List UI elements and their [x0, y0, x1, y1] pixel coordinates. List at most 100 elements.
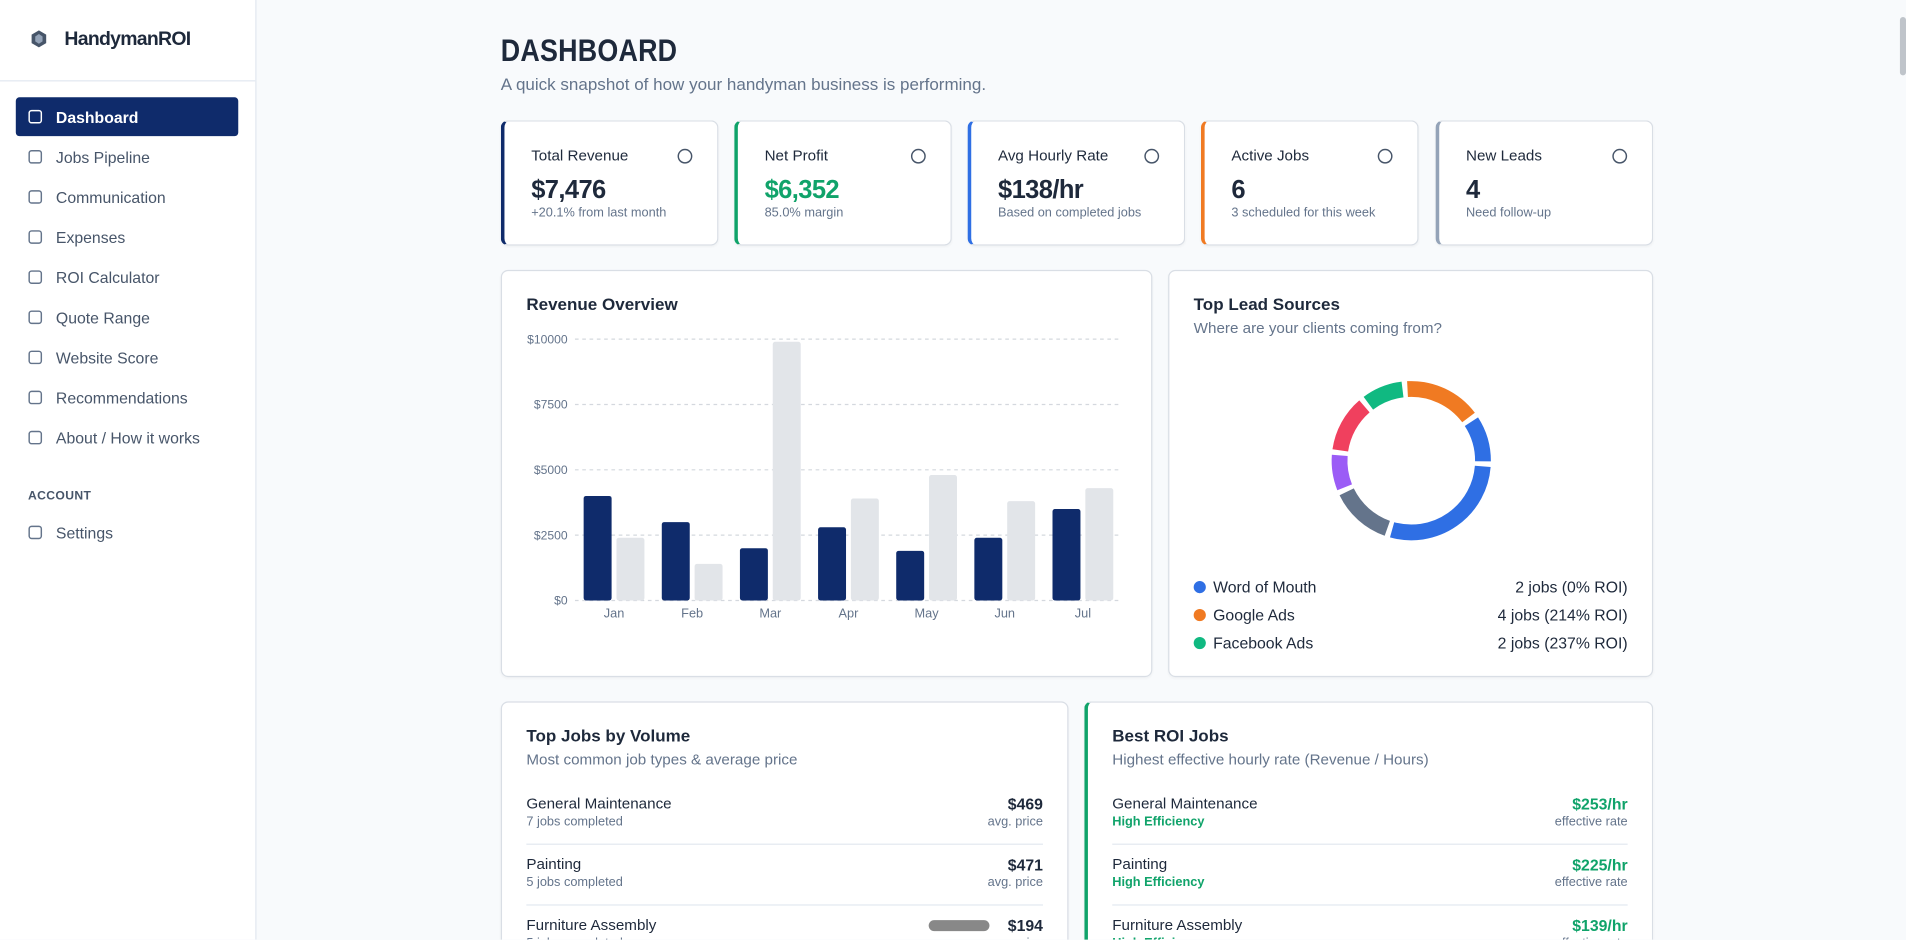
nav-item[interactable]: Settings	[16, 513, 238, 552]
nav-item[interactable]: Communication	[16, 177, 238, 216]
stat-icon	[677, 148, 693, 164]
stat-sub: Need follow-up	[1465, 205, 1552, 221]
donut-segment	[1363, 381, 1404, 410]
legend-value: 2 jobs (0% ROI)	[1515, 580, 1627, 597]
x-tick-label: May	[915, 606, 940, 621]
x-tick-label: Feb	[681, 606, 703, 621]
x-tick-label: Apr	[839, 606, 860, 621]
row-sub: High Efficiency	[1112, 875, 1205, 890]
x-tick-label: Jul	[1075, 606, 1091, 621]
icon-shape	[28, 525, 43, 540]
stat-label: Active Jobs	[1231, 147, 1310, 165]
nav-icon	[28, 430, 43, 445]
icon-shape	[28, 150, 43, 164]
row-value: $469	[1007, 794, 1043, 814]
stat-card: Net Profit $6,352 85.0% margin	[734, 120, 952, 246]
divider	[0, 80, 256, 82]
section-heading: ACCOUNT	[27, 489, 92, 504]
stat-label: Net Profit	[764, 147, 828, 165]
nav-icon	[28, 525, 43, 540]
nav-icon	[28, 310, 43, 325]
top-jobs-card: Top Jobs by Volume Most common job types…	[500, 701, 1069, 940]
stat-icon	[1377, 148, 1393, 164]
row-name: Painting	[1112, 855, 1168, 873]
page-title: DASHBOARD	[500, 31, 678, 69]
stat-value: $138/hr	[997, 176, 1084, 205]
stat-sub: +20.1% from last month	[531, 205, 667, 221]
icon-shape	[28, 109, 43, 124]
stat-label: Avg Hourly Rate	[997, 147, 1109, 165]
scrollbar-thumb	[1899, 17, 1906, 76]
nav-item[interactable]: ROI Calculator	[16, 258, 238, 297]
icon-shape	[28, 230, 43, 244]
nav-icon	[28, 230, 43, 244]
lead-card: Top Lead Sources Where are your clients …	[1168, 269, 1654, 678]
y-tick-label: $2500	[534, 528, 568, 542]
donut-segment	[1464, 417, 1491, 462]
nav-item[interactable]: About / How it works	[16, 418, 238, 457]
y-tick-label: $7500	[534, 398, 568, 412]
nav-item[interactable]: Website Score	[16, 338, 238, 377]
stat-value: $7,476	[531, 176, 606, 205]
stat-value: 6	[1231, 176, 1245, 205]
nav-icon	[28, 190, 43, 204]
icon-shape	[1377, 148, 1393, 164]
icon-shape	[28, 350, 43, 365]
page-subtitle: A quick snapshot of how your handyman bu…	[500, 74, 987, 94]
legend-value: 2 jobs (237% ROI)	[1498, 636, 1628, 653]
nav-item[interactable]: Quote Range	[16, 298, 238, 337]
revenue-card: Revenue Overview $0 $2500 $5000 $7500 $10000…	[500, 269, 1153, 678]
row-unit: effective rate	[1554, 875, 1628, 890]
bar	[1052, 509, 1081, 601]
list-row: General Maintenance High Efficiency $253/h…	[1112, 795, 1628, 845]
row-sub: 7 jobs completed	[526, 814, 623, 830]
bar	[772, 341, 801, 601]
x-tick-label: Jun	[994, 606, 1015, 621]
stat-sub: 85.0% margin	[764, 205, 844, 221]
stat-icon	[910, 148, 926, 164]
donut-segment	[1407, 381, 1475, 423]
card-subtitle: Most common job types & average price	[526, 751, 798, 769]
icon-shape	[28, 390, 43, 405]
nav-item[interactable]: Dashboard	[15, 97, 239, 137]
best-roi-card: Best ROI Jobs Highest effective hourly r…	[1084, 701, 1654, 940]
x-tick-label: Jan	[604, 606, 625, 621]
icon-shape	[28, 310, 43, 325]
stat-sub: 3 scheduled for this week	[1231, 205, 1376, 221]
nav-item[interactable]: Expenses	[16, 218, 238, 257]
row-unit: effective rate	[1554, 814, 1628, 830]
nav-icon	[28, 350, 43, 365]
nav-icon	[28, 150, 43, 164]
bar	[739, 548, 768, 601]
stat-label: Total Revenue	[531, 147, 629, 165]
list-row: Painting High Efficiency $225/hr effective …	[1112, 855, 1628, 906]
row-sub: 5 jobs completed	[526, 936, 623, 940]
icon-shape	[28, 270, 43, 284]
icon-shape	[1612, 148, 1628, 164]
bar	[929, 475, 957, 601]
legend-name: Facebook Ads	[1213, 636, 1313, 653]
bar	[694, 563, 723, 601]
bar	[818, 527, 847, 601]
nav-item[interactable]: Recommendations	[16, 378, 238, 417]
nav-icon	[28, 109, 43, 124]
brand: HandymanROI	[64, 29, 191, 50]
bar	[661, 522, 690, 601]
y-tick-label: $5000	[534, 463, 568, 477]
stat-card: Total Revenue $7,476 +20.1% from last mont…	[500, 120, 719, 246]
list-row: Furniture Assembly 5 jobs completed $194av…	[526, 917, 1043, 940]
legend-value: 4 jobs (214% ROI)	[1498, 608, 1628, 625]
donut-segment	[1331, 454, 1353, 491]
legend-dot	[1193, 636, 1206, 650]
card-title: Top Lead Sources	[1193, 294, 1340, 314]
legend-dot	[1193, 608, 1206, 622]
card-subtitle: Highest effective hourly rate (Revenue /…	[1112, 751, 1429, 769]
logo-icon	[31, 30, 47, 48]
legend-name: Word of Mouth	[1213, 580, 1316, 597]
row-unit: effective rate	[1555, 936, 1628, 940]
row-name: Furniture Assembly	[526, 916, 657, 934]
nav-item[interactable]: Jobs Pipeline	[16, 137, 238, 176]
row-name: General Maintenance	[526, 794, 672, 812]
bar	[850, 498, 879, 601]
